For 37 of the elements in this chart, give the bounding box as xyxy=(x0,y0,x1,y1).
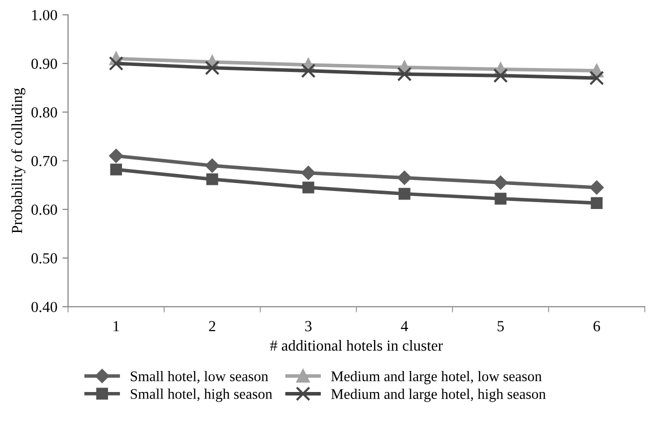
point xyxy=(494,192,506,205)
legend-label: Small hotel, low season xyxy=(130,370,268,384)
x-tick-label: 5 xyxy=(498,321,504,332)
legend-label: Small hotel, high season xyxy=(130,388,272,402)
y-tick-label: 0.40 xyxy=(31,302,58,312)
point xyxy=(204,60,220,76)
y-tick-label: 0.80 xyxy=(31,107,58,118)
y-tick-label: 1.00 xyxy=(32,10,58,20)
point xyxy=(205,158,220,173)
point xyxy=(206,173,218,186)
y-tick-label: 0.60 xyxy=(31,204,58,215)
point xyxy=(494,176,508,190)
y-tick-label: 0.70 xyxy=(31,156,58,166)
point xyxy=(108,56,124,71)
x-tick-label: 1 xyxy=(114,321,120,332)
x-tick-label: 6 xyxy=(594,321,600,332)
legend-label: Medium and large hotel, high season xyxy=(331,388,546,402)
point xyxy=(301,166,316,180)
point xyxy=(109,148,124,163)
point xyxy=(301,63,316,78)
y-axis-title: Probability of colluding xyxy=(11,88,26,234)
point xyxy=(398,188,410,200)
point xyxy=(397,66,412,82)
y-tick-label: 0.90 xyxy=(31,58,58,69)
x-axis-title: # additional hotels in cluster xyxy=(270,340,443,351)
point xyxy=(493,68,508,83)
x-tick-label: 2 xyxy=(209,321,216,332)
point xyxy=(590,180,604,194)
legend-label: Medium and large hotel, low season xyxy=(331,370,542,384)
point xyxy=(110,164,122,176)
point xyxy=(398,170,412,185)
x-tick-label: 3 xyxy=(305,321,312,332)
y-tick-label: 0.50 xyxy=(31,253,58,264)
point xyxy=(302,182,314,194)
x-tick-label: 4 xyxy=(400,321,408,332)
point xyxy=(589,70,604,86)
point xyxy=(590,197,603,209)
